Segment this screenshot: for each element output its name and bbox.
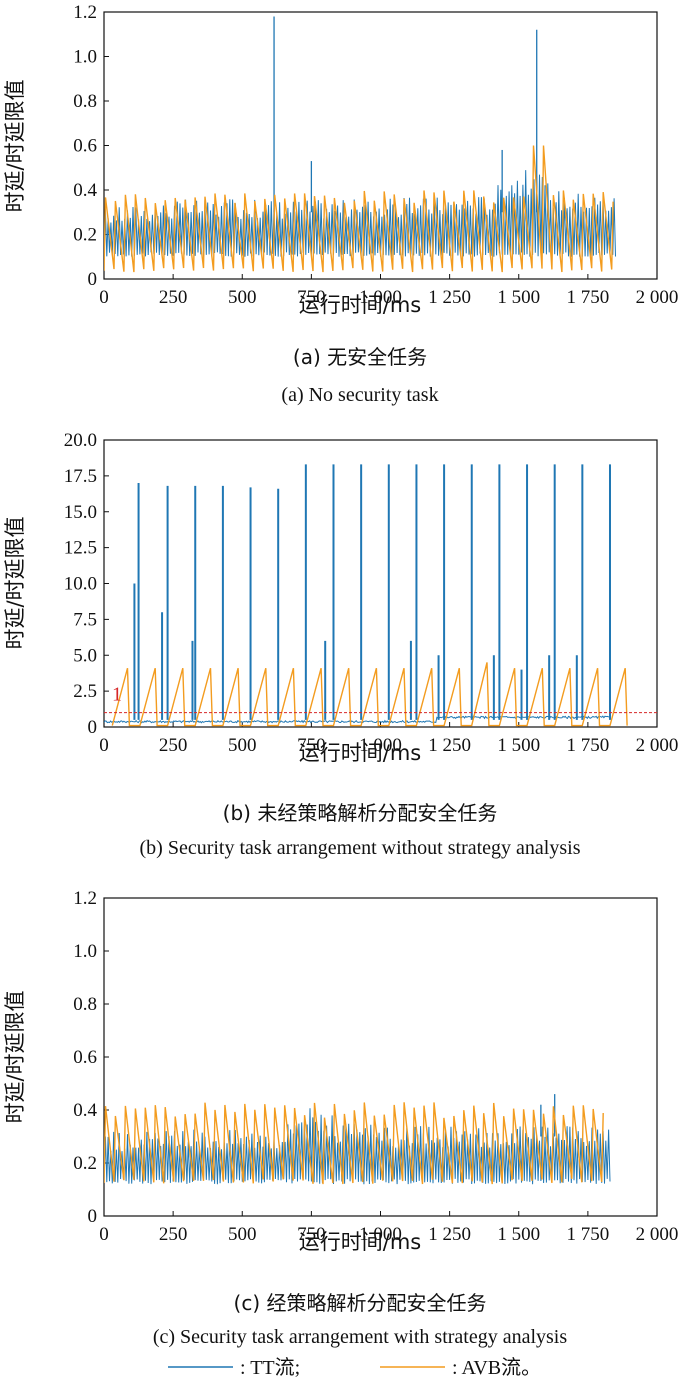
x-tick-label-c-2: 500 (228, 1224, 257, 1245)
x-tick-label-b-5: 1 250 (428, 735, 471, 756)
x-tick-label-c-8: 2 000 (636, 1224, 679, 1245)
plot-frame-b (103, 439, 658, 728)
y-tick-label-a-4: 0.8 (73, 91, 97, 112)
x-tick-label-c-4: 1 000 (359, 1224, 402, 1245)
x-tick-label-c-3: 750 (297, 1224, 326, 1245)
plot-area-b: 0 250 500 750 1 000 1 250 1 500 1 750 2 000 0 2.5 5… (64, 430, 679, 756)
chart-panel-b: 0 250 500 750 1 000 1 250 1 500 1 750 2 000 0 2.5 5… (3, 430, 678, 859)
y-tick-label-a-0: 0 (88, 269, 98, 290)
x-tick-label-b-6: 1 500 (497, 735, 540, 756)
y-tick-label-c-2: 0.4 (73, 1100, 97, 1121)
y-tick-label-b-2: 5.0 (73, 645, 97, 666)
y-tick-label-c-4: 0.8 (73, 994, 97, 1015)
x-tick-label-a-1: 250 (159, 287, 188, 308)
y-tick-label-c-6: 1.2 (73, 888, 97, 909)
plot-area-c: 0 250 500 750 1 000 1 250 1 500 1 750 2 000 0 0.2 0… (73, 888, 678, 1245)
y-tick-label-b-3: 7.5 (73, 609, 97, 630)
y-tick-label-b-1: 2.5 (73, 681, 97, 702)
x-tick-label-a-0: 0 (99, 287, 109, 308)
series-group-c (104, 1094, 611, 1185)
x-tick-label-b-4: 1 000 (359, 735, 402, 756)
series-group-a (104, 16, 616, 273)
y-tick-label-b-6: 15.0 (64, 502, 97, 523)
x-tick-label-c-5: 1 250 (428, 1224, 471, 1245)
y-tick-label-a-1: 0.2 (73, 225, 97, 246)
y-axis-title-a: 时延/时延限值 (3, 79, 27, 212)
x-tick-label-b-0: 0 (99, 735, 109, 756)
x-axis-title-b: 运行时间/ms (299, 741, 421, 765)
caption-en-a: (a) No security task (281, 384, 438, 406)
legend: : TT流; : AVB流。 (168, 1356, 541, 1379)
x-tick-label-b-3: 750 (297, 735, 326, 756)
x-tick-label-a-8: 2 000 (636, 287, 679, 308)
x-axis-title-a: 运行时间/ms (299, 293, 421, 317)
x-tick-label-b-2: 500 (228, 735, 257, 756)
y-tick-label-b-4: 10.0 (64, 574, 97, 595)
x-tick-label-b-1: 250 (159, 735, 188, 756)
caption-cn-c: (c) 经策略解析分配安全任务 (234, 1291, 487, 1315)
chart-panel-c: 0 250 500 750 1 000 1 250 1 500 1 750 2 000 0 0.2 0… (3, 888, 678, 1348)
plot-area-a: 0 250 500 750 1 000 1 250 1 500 1 750 2 000 0 0.2 0… (73, 2, 678, 308)
series-tt-a (104, 170, 616, 257)
y-tick-label-c-1: 0.2 (73, 1153, 97, 1174)
legend-tt-label: : TT流; (240, 1356, 300, 1379)
y-tick-label-a-6: 1.2 (73, 2, 97, 23)
y-tick-label-b-5: 12.5 (64, 538, 97, 559)
y-tick-label-a-2: 0.4 (73, 180, 97, 201)
x-tick-label-c-6: 1 500 (497, 1224, 540, 1245)
x-tick-label-b-8: 2 000 (636, 735, 679, 756)
x-tick-label-a-7: 1 750 (567, 287, 610, 308)
y-tick-label-c-0: 0 (88, 1206, 98, 1227)
caption-cn-b: (b) 未经策略解析分配安全任务 (223, 801, 498, 825)
threshold-annotation: 1 (112, 684, 122, 706)
y-tick-label-c-3: 0.6 (73, 1047, 97, 1068)
y-tick-label-c-5: 1.0 (73, 941, 97, 962)
y-axis-title-c: 时延/时延限值 (3, 990, 27, 1123)
y-axis-title-b: 时延/时延限值 (3, 516, 27, 649)
chart-panel-a: 0 250 500 750 1 000 1 250 1 500 1 750 2 000 0 0.2 0… (3, 2, 678, 406)
series-avb-b (111, 662, 628, 727)
y-tick-label-a-3: 0.6 (73, 136, 97, 157)
legend-avb-label: : AVB流。 (452, 1356, 541, 1379)
y-tick-label-b-7: 17.5 (64, 466, 97, 487)
x-tick-label-a-3: 750 (297, 287, 326, 308)
caption-en-b: (b) Security task arrangement without st… (140, 837, 581, 859)
series-avb-c (104, 1102, 604, 1185)
caption-cn-a: (a) 无安全任务 (293, 345, 427, 369)
x-tick-label-b-7: 1 750 (567, 735, 610, 756)
x-tick-label-a-2: 500 (228, 287, 257, 308)
caption-en-c: (c) Security task arrangement with strat… (153, 1326, 568, 1348)
y-tick-label-b-0: 0 (88, 717, 98, 738)
x-tick-label-a-4: 1 000 (359, 287, 402, 308)
x-tick-label-c-1: 250 (159, 1224, 188, 1245)
x-tick-label-a-6: 1 500 (497, 287, 540, 308)
y-tick-label-b-8: 20.0 (64, 430, 97, 451)
x-tick-label-c-7: 1 750 (567, 1224, 610, 1245)
x-tick-label-c-0: 0 (99, 1224, 109, 1245)
series-tt-b (104, 715, 610, 724)
x-tick-label-a-5: 1 250 (428, 287, 471, 308)
y-tick-label-a-5: 1.0 (73, 47, 97, 68)
series-group-b (104, 464, 628, 727)
x-axis-title-c: 运行时间/ms (299, 1230, 421, 1254)
series-avb-a (104, 145, 614, 273)
